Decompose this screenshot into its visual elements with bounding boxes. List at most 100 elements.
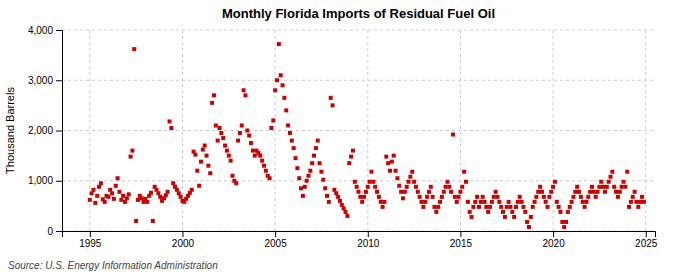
y-tick-label: 2,000 [28, 125, 53, 136]
point [451, 133, 455, 137]
point [360, 200, 364, 204]
point [292, 146, 296, 150]
point [436, 205, 440, 209]
point [555, 200, 559, 204]
y-grid-line [62, 80, 655, 81]
point [475, 195, 479, 199]
point [114, 184, 118, 188]
point [607, 180, 611, 184]
point [596, 190, 600, 194]
point [351, 149, 355, 153]
point [234, 181, 238, 185]
point [319, 170, 323, 174]
point [90, 191, 94, 195]
x-axis: 1995200020052010201520202025 [63, 231, 658, 249]
point [481, 195, 485, 199]
point [364, 190, 368, 194]
point [129, 155, 133, 159]
point [564, 220, 568, 224]
point [577, 190, 581, 194]
x-tick: 2015 [450, 231, 473, 249]
point [533, 200, 537, 204]
point [210, 101, 214, 105]
point [616, 195, 620, 199]
point [558, 210, 562, 214]
point [318, 161, 322, 165]
point [457, 195, 461, 199]
point [399, 190, 403, 194]
point [95, 194, 99, 198]
point [149, 191, 153, 195]
point [412, 180, 416, 184]
point [466, 200, 470, 204]
x-grid-line [367, 30, 368, 231]
point [299, 186, 303, 190]
point [636, 205, 640, 209]
point [357, 190, 361, 194]
point [557, 205, 561, 209]
point [227, 154, 231, 158]
point [464, 180, 468, 184]
point [206, 164, 210, 168]
point [601, 185, 605, 189]
point [362, 195, 366, 199]
x-tick-mark [182, 231, 183, 237]
point [514, 205, 518, 209]
point [397, 184, 401, 188]
plot: 199520002005201020152020202501,0002,0003… [28, 25, 658, 249]
point [570, 200, 574, 204]
point [505, 205, 509, 209]
point [269, 126, 273, 130]
point [175, 188, 179, 192]
point [223, 144, 227, 148]
point [444, 185, 448, 189]
y-axis-title: Thousand Barrels [4, 87, 16, 174]
x-tick-label: 2000 [172, 238, 195, 249]
point [290, 139, 294, 143]
point [373, 185, 377, 189]
point [366, 185, 370, 189]
point [251, 149, 255, 153]
point [425, 195, 429, 199]
point [123, 200, 127, 204]
point [627, 205, 631, 209]
y-tick: 2,000 [28, 125, 62, 136]
y-tick-label: 1,000 [28, 175, 53, 186]
point [253, 154, 257, 158]
point [395, 176, 399, 180]
y-tick-mark [56, 181, 62, 182]
point [575, 185, 579, 189]
point [401, 196, 405, 200]
point [442, 190, 446, 194]
x-tick: 2010 [357, 231, 380, 249]
point [151, 219, 155, 223]
point [447, 185, 451, 189]
point [225, 149, 229, 153]
point [536, 190, 540, 194]
point [177, 191, 181, 195]
point [132, 47, 136, 51]
point [634, 200, 638, 204]
point [295, 166, 299, 170]
point [392, 154, 396, 158]
point [303, 185, 307, 189]
point [449, 190, 453, 194]
title: Monthly Florida Imports of Residual Fuel… [222, 6, 495, 21]
point [405, 185, 409, 189]
point [212, 93, 216, 97]
point [205, 154, 209, 158]
point [97, 185, 101, 189]
x-axis-line [63, 232, 656, 238]
x-grid-line [553, 30, 554, 231]
point [145, 200, 149, 204]
point [471, 205, 475, 209]
point [293, 156, 297, 160]
point [408, 175, 412, 179]
point [125, 196, 129, 200]
point [286, 123, 290, 127]
point [371, 180, 375, 184]
point [579, 195, 583, 199]
point [136, 198, 140, 202]
point [381, 205, 385, 209]
x-tick-mark [646, 231, 647, 237]
